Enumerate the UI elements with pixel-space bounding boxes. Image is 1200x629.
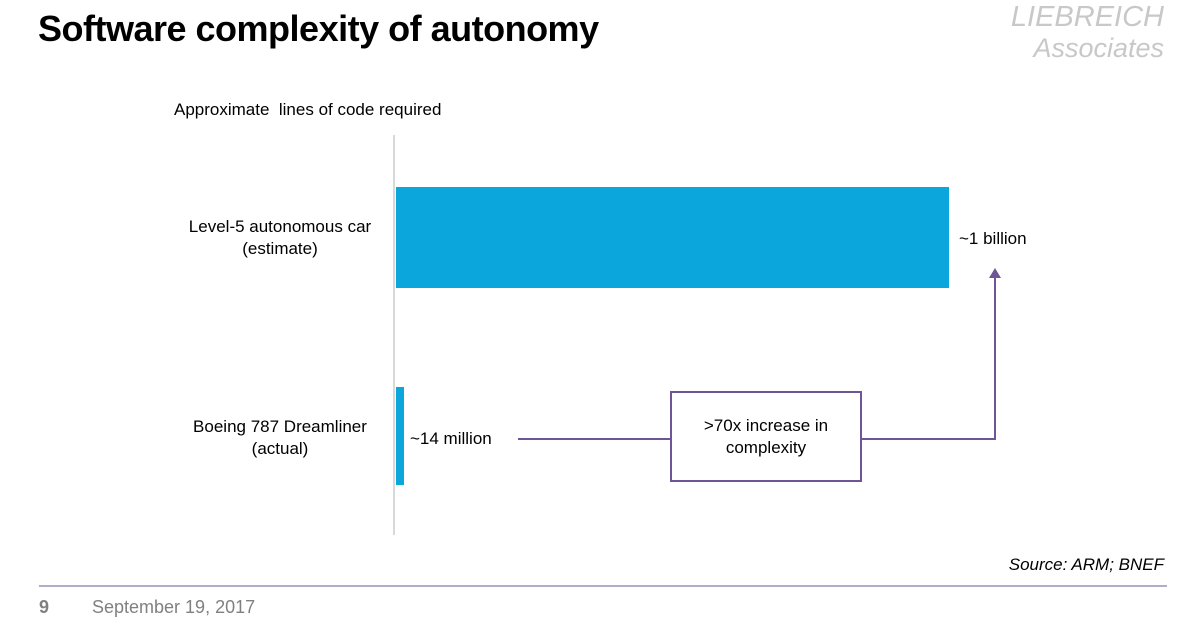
company-logo: LIEBREICH Associates	[1010, 1, 1164, 64]
category-label-boeing-787: Boeing 787 Dreamliner (actual)	[175, 416, 385, 460]
category-label-level5-car: Level-5 autonomous car (estimate)	[175, 216, 385, 260]
bar-boeing-787-dreamliner	[396, 387, 404, 485]
annotation-arrow-line	[994, 278, 996, 440]
arrow-up-icon	[989, 268, 1001, 278]
value-label-1-billion: ~1 billion	[959, 229, 1027, 248]
logo-company-name: LIEBREICH	[1010, 1, 1164, 33]
annotation-box: >70x increase in complexity	[670, 391, 862, 482]
category-label-line: Level-5 autonomous car	[188, 217, 372, 236]
bar-level5-autonomous-car	[396, 187, 949, 288]
category-label-line: Boeing 787 Dreamliner	[193, 417, 367, 436]
annotation-text-line: >70x increase in	[703, 415, 829, 435]
slide-date: September 19, 2017	[92, 597, 256, 617]
footer-divider	[39, 585, 1167, 587]
chart-title: Approximate lines of code required	[174, 100, 442, 119]
page-number: 9	[39, 597, 50, 617]
value-label-14-million: ~14 million	[410, 429, 492, 448]
category-label-line: (estimate)	[242, 239, 318, 258]
annotation-connector-right	[862, 438, 996, 440]
slide-title: Software complexity of autonomy	[38, 8, 599, 49]
source-note: Source: ARM; BNEF	[1008, 555, 1164, 574]
annotation-connector-left	[518, 438, 670, 440]
y-axis-line	[393, 135, 395, 535]
logo-company-suffix: Associates	[1033, 32, 1164, 63]
category-label-line: (actual)	[251, 439, 309, 458]
annotation-text-line: complexity	[725, 437, 807, 457]
